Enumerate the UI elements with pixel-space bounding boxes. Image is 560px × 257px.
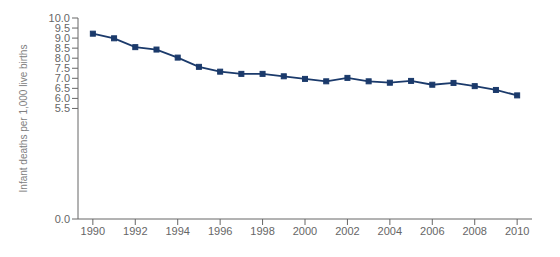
- svg-text:6.0: 6.0: [54, 92, 70, 105]
- svg-text:2010: 2010: [505, 225, 529, 237]
- svg-text:9.5: 9.5: [54, 22, 70, 34]
- svg-text:1994: 1994: [165, 225, 189, 237]
- svg-text:0.0: 0.0: [55, 213, 70, 225]
- svg-text:2002: 2002: [335, 225, 359, 237]
- svg-text:1992: 1992: [123, 225, 147, 237]
- svg-text:1990: 1990: [81, 225, 105, 237]
- svg-text:1996: 1996: [208, 225, 232, 237]
- svg-text:8.5: 8.5: [54, 42, 70, 55]
- svg-text:1998: 1998: [250, 225, 274, 237]
- svg-text:2004: 2004: [378, 225, 402, 237]
- svg-text:2008: 2008: [462, 225, 486, 237]
- svg-text:5.5: 5.5: [54, 102, 70, 115]
- svg-text:Infant deaths per 1,000 live b: Infant deaths per 1,000 live births: [18, 45, 29, 193]
- svg-text:2000: 2000: [293, 225, 317, 237]
- svg-text:7.5: 7.5: [54, 62, 70, 75]
- svg-text:6.5: 6.5: [54, 82, 70, 95]
- svg-text:2006: 2006: [420, 225, 444, 237]
- svg-text:9.0: 9.0: [54, 32, 70, 44]
- svg-text:8.0: 8.0: [54, 52, 70, 65]
- svg-text:7.0: 7.0: [54, 72, 70, 85]
- svg-text:10.0: 10.0: [49, 12, 70, 24]
